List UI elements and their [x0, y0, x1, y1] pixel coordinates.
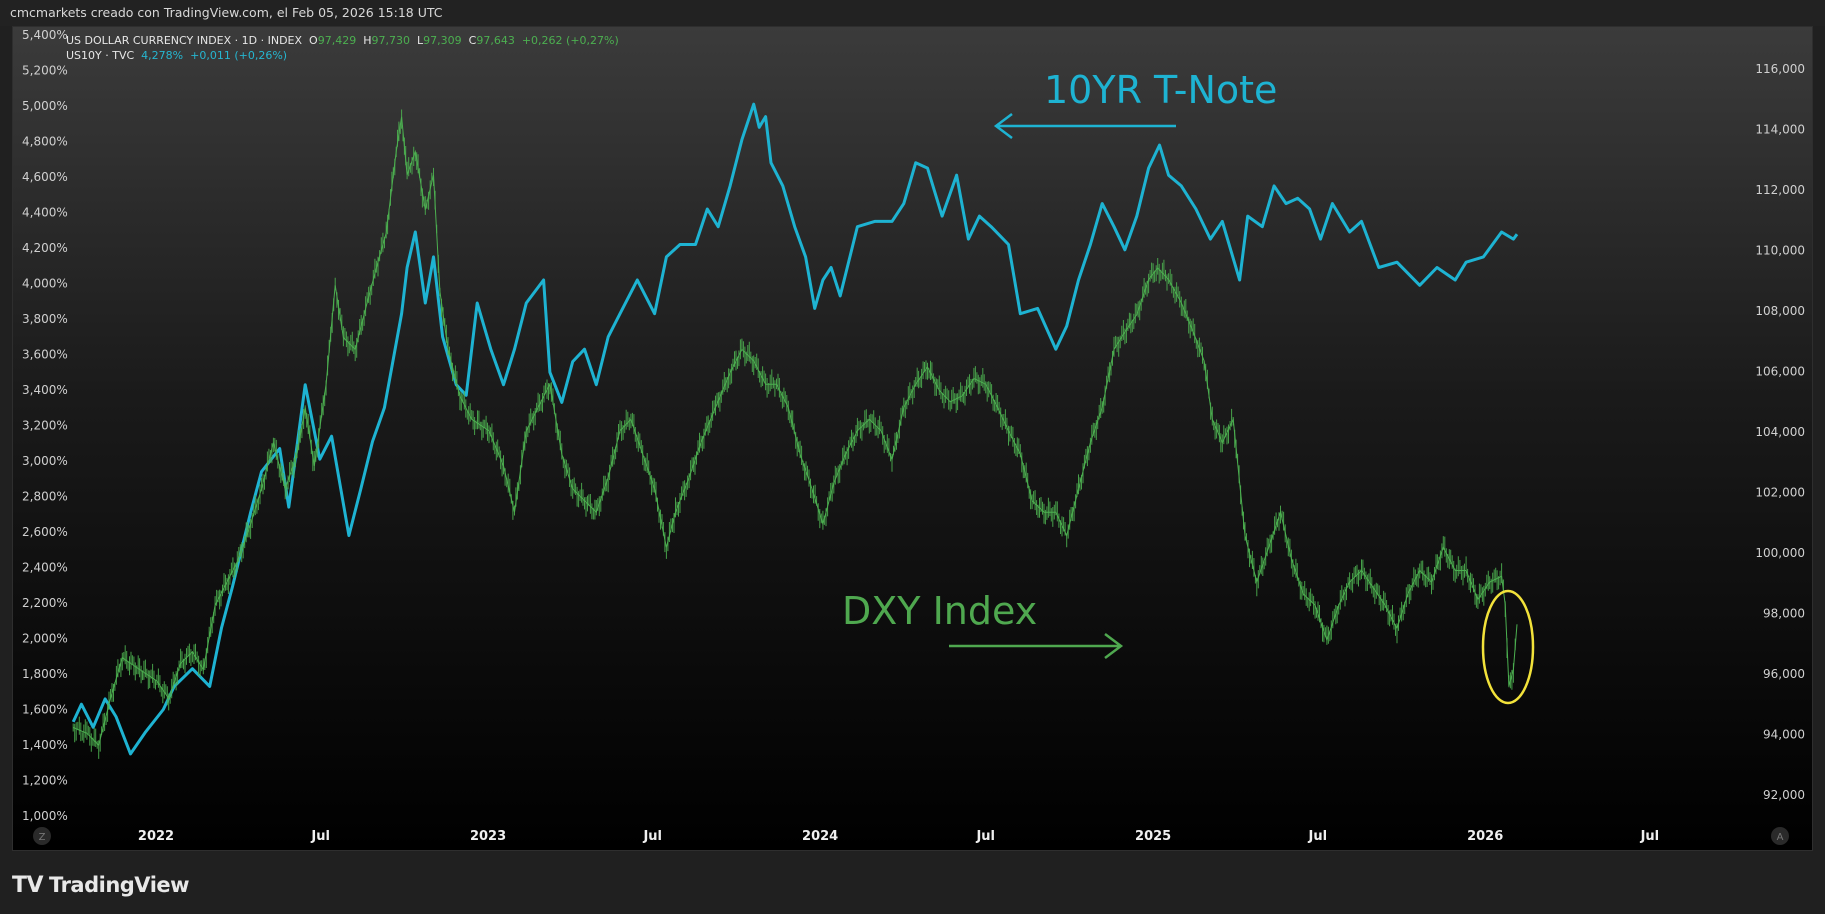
right-axis-tick-label: 102,000 [1755, 486, 1805, 500]
right-axis-tick-label: 110,000 [1755, 244, 1805, 258]
right-axis-tick-label: 106,000 [1755, 365, 1805, 379]
right-axis-tick-label: 92,000 [1763, 788, 1805, 802]
auto-scale-left-button-circle [33, 827, 51, 845]
tradingview-brand[interactable]: TV TradingView [12, 870, 190, 900]
left-axis-tick-label: 3,800% [22, 312, 68, 326]
auto-scale-right-button-circle [1771, 827, 1789, 845]
us10y-title: US10Y · TVC [66, 49, 135, 62]
chart-pane[interactable] [12, 26, 1813, 851]
auto-scale-right-button-label: A [1777, 832, 1784, 843]
left-axis-tick-label: 1,200% [22, 774, 68, 788]
right-axis-tick-label: 104,000 [1755, 425, 1805, 439]
left-axis-tick-label: 4,400% [22, 206, 68, 220]
annotation-10yr-label: 10YR T-Note [1044, 68, 1277, 112]
brand-name: TradingView [49, 873, 190, 897]
left-axis-tick-label: 1,400% [22, 738, 68, 752]
time-axis-tick-label: Jul [1640, 829, 1660, 844]
dxy-series-bars [72, 109, 1516, 759]
dxy-title: US DOLLAR CURRENCY INDEX · 1D · INDEX [66, 34, 303, 47]
auto-scale-left-button-label: Z [39, 832, 46, 843]
legend: US DOLLAR CURRENCY INDEX · 1D · INDEX O9… [66, 33, 619, 63]
left-axis-tick-label: 3,200% [22, 419, 68, 433]
right-axis-tick-label: 116,000 [1755, 62, 1805, 76]
attribution-bar: cmcmarkets creado con TradingView.com, e… [0, 0, 1825, 26]
left-axis-tick-label: 1,800% [22, 667, 68, 681]
dxy-series-line [73, 116, 1518, 747]
arrow-right-icon [949, 633, 1124, 659]
left-axis-tick-label: 3,600% [22, 348, 68, 362]
left-axis-tick-label: 1,000% [22, 809, 68, 823]
legend-dxy[interactable]: US DOLLAR CURRENCY INDEX · 1D · INDEX O9… [66, 33, 619, 48]
left-axis-tick-label: 4,600% [22, 170, 68, 184]
high-label: H [363, 34, 372, 47]
time-axis-tick-label: 2025 [1135, 829, 1171, 844]
time-axis-tick-label: 2023 [470, 829, 506, 844]
left-axis-tick-label: 2,000% [22, 632, 68, 646]
right-axis-tick-label: 112,000 [1755, 183, 1805, 197]
legend-us10y[interactable]: US10Y · TVC 4,278% +0,011 (+0,26%) [66, 48, 619, 63]
right-axis-tick-label: 100,000 [1755, 546, 1805, 560]
auto-scale-left-button[interactable]: Z [33, 827, 51, 845]
right-axis-tick-label: 108,000 [1755, 304, 1805, 318]
time-axis-tick-label: 2024 [802, 829, 838, 844]
open-label: O [309, 34, 318, 47]
attribution-text: cmcmarkets creado con TradingView.com, e… [10, 5, 443, 20]
dxy-change: +0,262 (+0,27%) [521, 34, 619, 47]
time-axis-tick-label: Jul [975, 829, 995, 844]
tradingview-logo-icon: TV [12, 872, 44, 898]
high-value: 97,730 [371, 34, 411, 47]
left-axis-tick-label: 5,400% [22, 28, 68, 42]
left-axis-tick-label: 4,000% [22, 277, 68, 291]
highlight-ellipse [1481, 589, 1535, 705]
close-value: 97,643 [476, 34, 515, 47]
time-axis-tick-label: Jul [310, 829, 330, 844]
open-value: 97,429 [317, 34, 357, 47]
left-axis-tick-label: 3,000% [22, 454, 68, 468]
us10y-change: +0,011 (+0,26%) [190, 49, 288, 62]
left-axis-tick-label: 2,400% [22, 561, 68, 575]
right-axis-tick-label: 114,000 [1755, 123, 1805, 137]
left-axis-tick-label: 1,600% [22, 703, 68, 717]
left-axis-tick-label: 5,200% [22, 64, 68, 78]
left-axis-tick-label: 2,800% [22, 490, 68, 504]
right-axis-tick-label: 96,000 [1763, 667, 1805, 681]
low-value: 97,309 [423, 34, 462, 47]
auto-scale-right-button[interactable]: A [1771, 827, 1789, 845]
arrow-left-icon [993, 113, 1176, 139]
close-label: C [468, 34, 477, 47]
low-label: L [417, 34, 424, 47]
left-axis-tick-label: 3,400% [22, 383, 68, 397]
us10y-value: 4,278% [141, 49, 184, 62]
time-axis-tick-label: Jul [1308, 829, 1328, 844]
right-axis-tick-label: 98,000 [1763, 607, 1805, 621]
left-axis-tick-label: 2,200% [22, 596, 68, 610]
left-axis-tick-label: 4,200% [22, 241, 68, 255]
time-axis-tick-label: 2022 [138, 829, 174, 844]
right-axis-tick-label: 94,000 [1763, 728, 1805, 742]
time-axis-tick-label: Jul [642, 829, 662, 844]
left-axis-tick-label: 2,600% [22, 525, 68, 539]
left-axis-tick-label: 5,000% [22, 99, 68, 113]
time-axis-tick-label: 2026 [1467, 829, 1503, 844]
us10y-series-line [71, 102, 1519, 756]
annotation-dxy-label: DXY Index [842, 589, 1037, 633]
left-axis-tick-label: 4,800% [22, 135, 68, 149]
